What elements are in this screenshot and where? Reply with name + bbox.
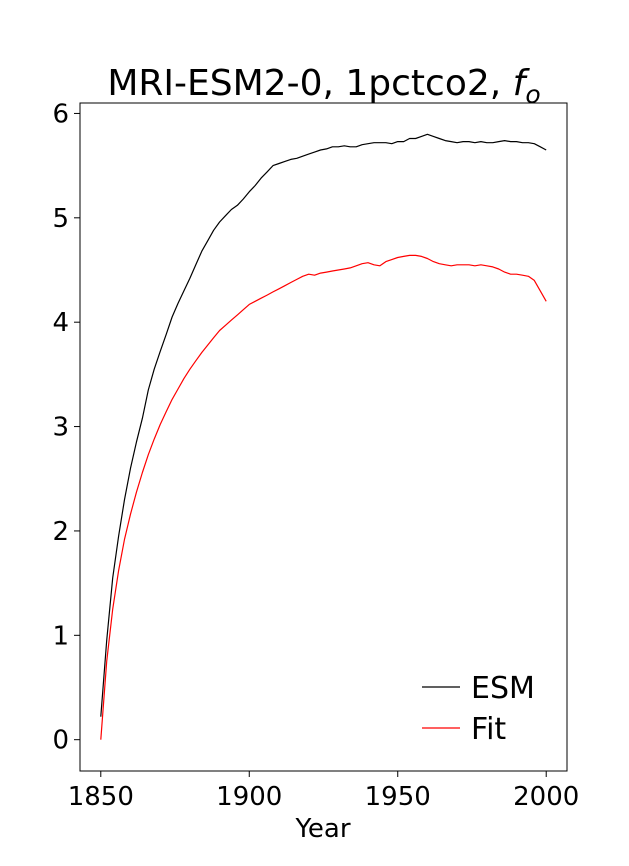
x-axis-label: Year: [294, 814, 350, 844]
y-tick-label: 3: [52, 413, 69, 443]
chart-title: MRI-ESM2-0, 1pctco2, fo: [107, 63, 540, 109]
series-line-esm: [100, 133, 547, 717]
legend-label-fit: Fit: [471, 712, 506, 747]
y-tick-label: 2: [52, 517, 69, 547]
chart-title-subscript: o: [525, 80, 540, 109]
plot-frame: [79, 102, 568, 772]
y-tick-label: 6: [52, 99, 69, 129]
chart-title-main: MRI-ESM2-0, 1pctco2,: [107, 63, 512, 104]
series-line-fit: [100, 254, 547, 740]
x-axis-ticks: 1850 1900 1950 2000: [68, 771, 579, 812]
x-tick-label: 1900: [216, 782, 282, 812]
legend: ESM Fit: [422, 671, 535, 747]
y-tick-label: 4: [52, 308, 69, 338]
legend-label-esm: ESM: [471, 671, 535, 706]
x-tick-label: 2000: [513, 782, 579, 812]
y-tick-label: 5: [52, 204, 69, 234]
y-axis-ticks: 0 1 2 3 4 5 6: [52, 99, 80, 756]
x-tick-label: 1950: [365, 782, 431, 812]
x-tick-label: 1850: [68, 782, 134, 812]
plot-lines: [100, 133, 547, 740]
y-tick-label: 0: [52, 726, 69, 756]
y-tick-label: 1: [52, 621, 69, 651]
